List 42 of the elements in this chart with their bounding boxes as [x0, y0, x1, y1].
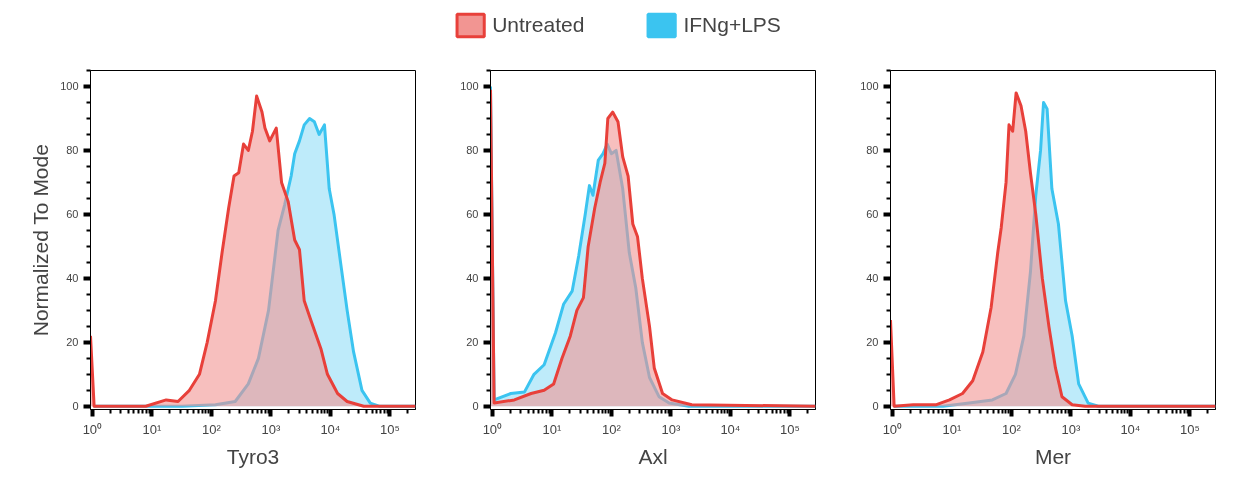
x-tick-label: 10⁵	[380, 421, 400, 437]
x-tick-label: 10⁴	[1120, 421, 1141, 437]
x-tick-label: 10¹	[942, 421, 962, 437]
y-tick-label: 80	[466, 144, 479, 157]
y-tick-label: 80	[66, 144, 79, 157]
y-axis-title: Normalized To Mode	[29, 144, 53, 337]
x-axis-title: Mer	[1034, 444, 1072, 468]
y-tick-label: 60	[66, 208, 79, 221]
x-tick-label: 10⁰	[482, 421, 503, 437]
legend-label: Untreated	[492, 13, 585, 37]
y-tick-label: 20	[866, 336, 879, 349]
x-tick-label: 10³	[261, 421, 281, 437]
x-tick-label: 10²	[602, 421, 622, 437]
y-tick-label: 100	[860, 80, 879, 93]
y-tick-label: 0	[872, 400, 879, 413]
x-axis-title: Axl	[638, 444, 668, 468]
x-tick-label: 10⁴	[720, 421, 741, 437]
x-tick-label: 10²	[202, 421, 222, 437]
x-tick-label: 10⁵	[780, 421, 800, 437]
x-tick-label: 10⁰	[82, 421, 103, 437]
x-tick-label: 10⁴	[320, 421, 341, 437]
y-tick-label: 60	[866, 208, 879, 221]
x-axis-title: Tyro3	[226, 444, 280, 468]
y-tick-label: 60	[466, 208, 479, 221]
y-tick-label: 40	[66, 272, 79, 285]
y-tick-label: 100	[60, 80, 79, 93]
y-tick-label: 80	[866, 144, 879, 157]
x-tick-label: 10³	[1061, 421, 1081, 437]
x-tick-label: 10¹	[142, 421, 162, 437]
y-tick-label: 20	[466, 336, 479, 349]
x-tick-label: 10⁰	[882, 421, 903, 437]
y-tick-label: 40	[866, 272, 879, 285]
y-tick-label: 0	[72, 400, 79, 413]
y-tick-label: 40	[466, 272, 479, 285]
x-tick-label: 10⁵	[1180, 421, 1200, 437]
y-tick-label: 0	[472, 400, 479, 413]
x-tick-label: 10²	[1002, 421, 1022, 437]
y-tick-label: 20	[66, 336, 79, 349]
x-tick-label: 10¹	[542, 421, 562, 437]
y-tick-label: 100	[460, 80, 479, 93]
legend-label: IFNg+LPS	[683, 13, 781, 37]
x-tick-label: 10³	[661, 421, 681, 437]
